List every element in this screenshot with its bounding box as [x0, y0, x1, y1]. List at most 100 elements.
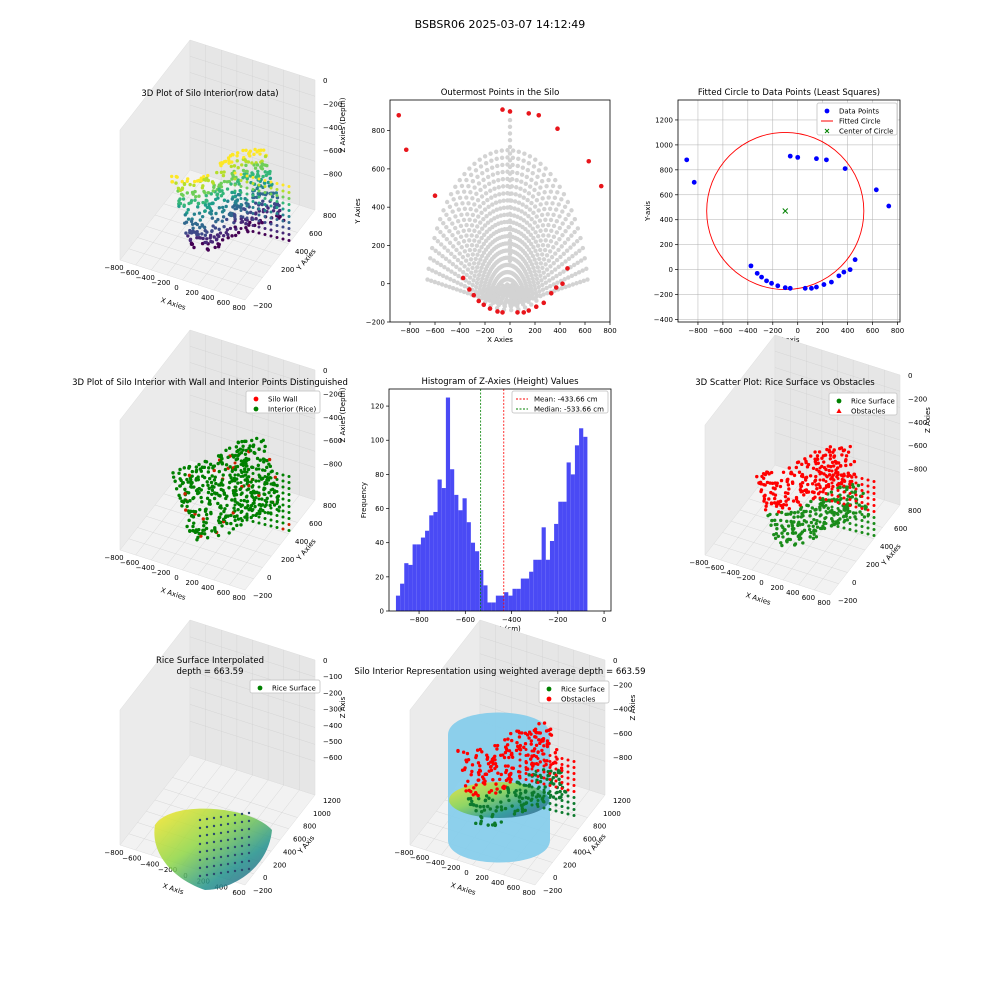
- data-point: [194, 465, 199, 469]
- data-point: [492, 216, 497, 221]
- data-point: [852, 257, 858, 263]
- data-point: [533, 239, 538, 244]
- x-axis-label: X Axies: [160, 586, 187, 602]
- data-point: [515, 303, 520, 309]
- grid-line: [189, 121, 316, 162]
- data-point: [214, 481, 218, 486]
- data-point: [239, 217, 243, 221]
- data-point: [257, 177, 261, 181]
- data-point: [781, 535, 785, 539]
- data-point: [458, 223, 464, 229]
- data-point: [821, 500, 826, 504]
- data-point: [464, 195, 469, 200]
- data-point: [287, 499, 291, 502]
- grid-line: [189, 104, 316, 146]
- data-point: [572, 760, 576, 763]
- data-point: [827, 449, 832, 454]
- x-tick-label: −800: [394, 849, 413, 857]
- data-point: [474, 243, 480, 248]
- x-tick-label: −200: [158, 866, 177, 874]
- data-point: [786, 483, 791, 487]
- data-point: [545, 739, 550, 743]
- data-point: [857, 503, 861, 507]
- data-point: [227, 179, 232, 184]
- data-point: [505, 155, 510, 160]
- data-point: [546, 272, 551, 278]
- x-tick-label: −200: [736, 574, 755, 582]
- y-tick-label: −200: [253, 302, 272, 310]
- data-point: [287, 475, 291, 478]
- data-point: [263, 215, 267, 218]
- data-point: [233, 813, 237, 817]
- data-point: [247, 819, 251, 823]
- data-point: [544, 267, 550, 272]
- y-tick-label: 800: [593, 823, 606, 831]
- data-point: [538, 273, 543, 279]
- data-point: [188, 528, 192, 533]
- data-point: [568, 245, 573, 250]
- x-tick-label: 200: [528, 327, 541, 335]
- data-point: [836, 507, 840, 510]
- data-point: [220, 161, 225, 166]
- data-point: [488, 151, 493, 156]
- data-point: [244, 201, 248, 205]
- data-point: [257, 195, 261, 199]
- data-point: [854, 481, 858, 485]
- data-point: [815, 518, 819, 523]
- data-point: [212, 864, 216, 868]
- data-point: [206, 191, 211, 195]
- data-point: [839, 481, 844, 486]
- data-point: [459, 183, 465, 189]
- data-point: [247, 851, 251, 855]
- data-point: [537, 731, 541, 735]
- data-point: [454, 202, 459, 207]
- data-point: [779, 478, 784, 483]
- data-point: [557, 777, 561, 782]
- data-point: [269, 512, 273, 516]
- data-point: [536, 168, 542, 173]
- data-point: [176, 186, 181, 191]
- data-point: [243, 473, 248, 477]
- data-point: [469, 270, 474, 275]
- data-point: [516, 808, 520, 813]
- data-point: [543, 785, 547, 789]
- data-point: [536, 805, 540, 808]
- data-point: [475, 748, 480, 752]
- outer-point: [467, 287, 472, 292]
- data-point: [866, 502, 870, 506]
- data-point: [225, 521, 229, 526]
- data-point: [529, 177, 534, 183]
- data-point: [246, 160, 251, 164]
- data-point: [448, 277, 453, 282]
- data-point: [456, 207, 462, 212]
- data-point: [272, 202, 277, 206]
- data-point: [530, 797, 534, 801]
- data-point: [541, 172, 547, 178]
- data-point: [189, 219, 194, 224]
- data-point: [281, 485, 285, 489]
- data-point: [479, 819, 483, 824]
- data-point: [551, 282, 557, 287]
- data-point: [183, 472, 187, 477]
- histogram-bar: [420, 537, 426, 611]
- data-point: [824, 492, 828, 495]
- data-point: [226, 846, 230, 850]
- data-point: [263, 517, 267, 520]
- data-point: [514, 177, 519, 183]
- data-point: [824, 504, 828, 507]
- data-point: [541, 737, 546, 741]
- data-point: [492, 186, 497, 191]
- data-point: [287, 239, 291, 242]
- y-tick-label: 800: [323, 502, 336, 510]
- data-point: [269, 506, 273, 510]
- data-point: [287, 227, 291, 230]
- data-point: [250, 438, 254, 443]
- data-point: [180, 504, 184, 508]
- data-point: [799, 507, 803, 511]
- outer-point: [432, 193, 438, 198]
- data-point: [205, 833, 209, 837]
- plot-title: 3D Plot of Silo Interior with Wall and I…: [72, 378, 348, 388]
- data-point: [499, 155, 505, 160]
- data-point: [784, 503, 789, 507]
